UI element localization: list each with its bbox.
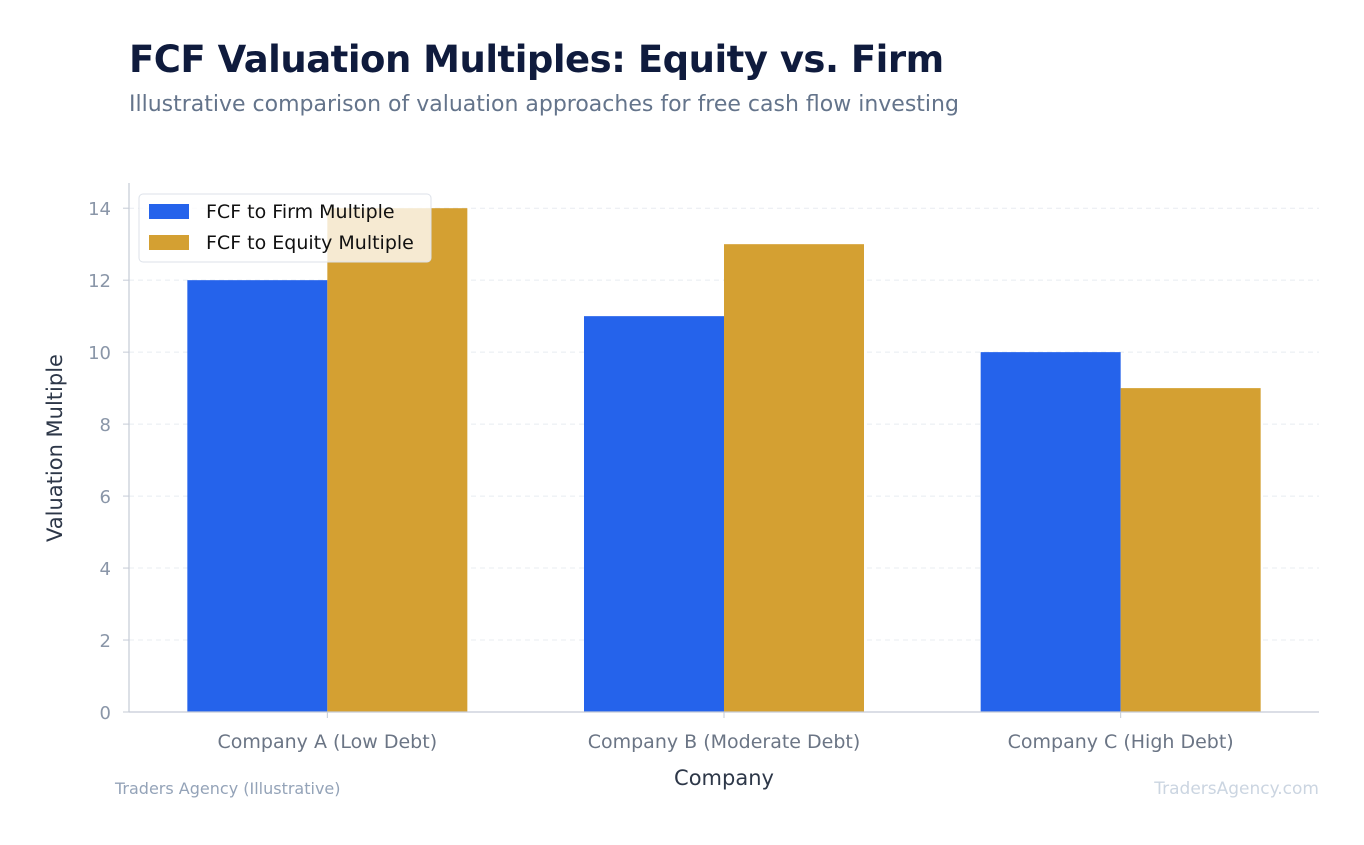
bar-firm: [980, 352, 1121, 712]
y-tick-label: 14: [88, 199, 111, 220]
source-note: Traders Agency (Illustrative): [115, 779, 341, 798]
bar-firm: [187, 280, 328, 712]
y-tick-label: 6: [100, 487, 111, 508]
x-tick-label: Company A (Low Debt): [218, 731, 438, 753]
watermark: TradersAgency.com: [1154, 779, 1319, 799]
bars: [187, 208, 1261, 712]
chart-subtitle: Illustrative comparison of valuation app…: [129, 92, 959, 117]
y-tick-label: 12: [88, 271, 111, 292]
y-tick-label: 10: [88, 343, 111, 364]
bar-firm: [584, 316, 724, 712]
y-axis-label: Valuation Multiple: [43, 354, 67, 542]
legend-label: FCF to Firm Multiple: [206, 201, 395, 223]
legend-label: FCF to Equity Multiple: [206, 232, 414, 254]
legend-box: [138, 193, 432, 263]
legend-swatch: [149, 204, 189, 219]
y-tick-labels: 0 2 4 6 8 10 12 14: [88, 199, 129, 724]
chart-title: FCF Valuation Multiples: Equity vs. Firm: [129, 38, 944, 81]
bar-equity: [1120, 388, 1261, 712]
y-tick-label: 0: [100, 703, 111, 724]
legend: FCF to Firm Multiple FCF to Equity Multip…: [138, 193, 432, 263]
x-tick-label: Company B (Moderate Debt): [588, 731, 861, 753]
y-tick-label: 8: [100, 415, 111, 436]
bar-equity: [327, 208, 468, 712]
x-tick-labels: Company A (Low Debt) Company B (Moderate …: [218, 712, 1234, 753]
x-tick-label: Company C (High Debt): [1008, 731, 1234, 753]
legend-swatch: [149, 235, 189, 250]
y-tick-label: 4: [100, 559, 111, 580]
x-axis-label: Company: [674, 766, 774, 790]
y-tick-label: 2: [100, 631, 111, 652]
bar-equity: [724, 244, 864, 712]
